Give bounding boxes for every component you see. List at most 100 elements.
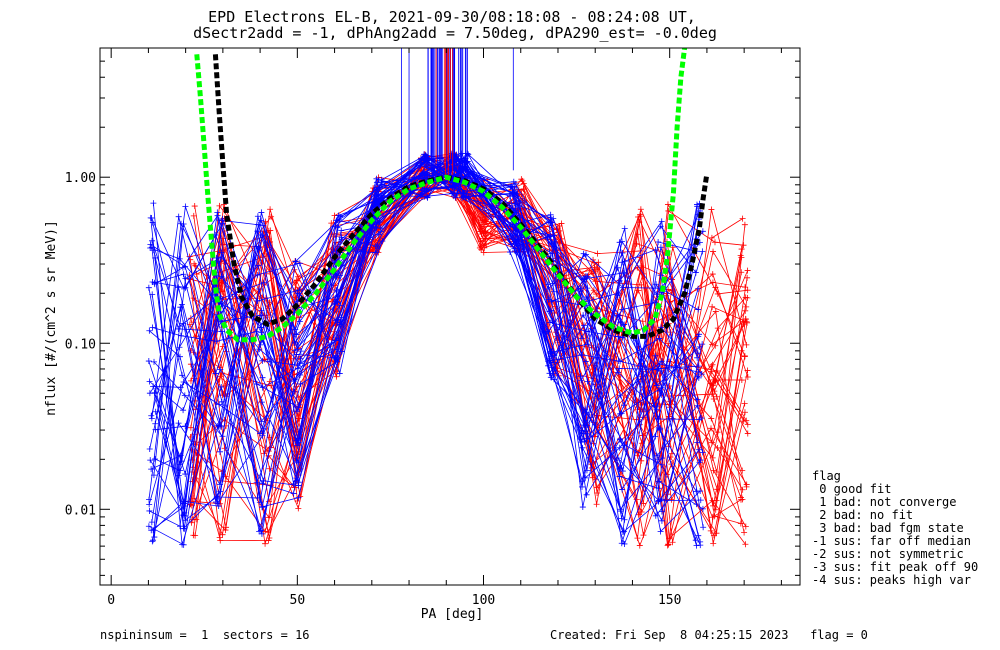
blue-sample-series-point (294, 346, 301, 353)
red-sample-series-point (664, 542, 671, 549)
blue-sample-series-point (549, 280, 556, 287)
y-tick-label: 1.00 (65, 171, 96, 186)
y-axis-label: nflux [#/(cm^2 s sr MeV)] (44, 220, 59, 416)
blue-sample-series-point (697, 497, 704, 504)
blue-sample-series-point (148, 466, 155, 473)
red-sample-series-point (187, 424, 194, 431)
axes: 0 50 100 150 0.01 0.10 1.00 (65, 47, 800, 608)
blue-sample-series-point (621, 540, 628, 547)
red-sample-series-point (186, 253, 193, 260)
red-sample-series-point (710, 248, 717, 255)
red-sample-series-point (743, 341, 750, 348)
blue-sample-series-point (259, 374, 266, 381)
blue-sample-series-point (145, 284, 152, 291)
blue-sample-series-point (652, 512, 659, 519)
red-sample-series-point (292, 294, 299, 301)
blue-sample-series-point (619, 249, 626, 256)
red-sample-series-point (709, 303, 716, 310)
blue-sample-series-point (296, 287, 303, 294)
blue-sample-series-point (296, 360, 303, 367)
blue-sample-series-point (175, 284, 182, 291)
blue-sample-series-point (653, 281, 660, 288)
red-sample-series-point (293, 277, 300, 284)
red-sample-series-point (328, 220, 335, 227)
red-sample-series-point (743, 481, 750, 488)
blue-sample-series-point (619, 486, 626, 493)
blue-sample-series-point (616, 239, 623, 246)
blue-sample-series-point (620, 528, 627, 535)
blue-sample-series-point (256, 286, 263, 293)
blue-sample-series-point (293, 351, 300, 358)
blue-sample-series-point (655, 365, 662, 372)
blue-sample-series-point (338, 321, 345, 328)
blue-sample-series-point (260, 279, 267, 286)
blue-sample-series-point (507, 249, 514, 256)
blue-sample-series-point (547, 211, 554, 218)
blue-sample-series-point (695, 363, 702, 370)
blue-sample-series (155, 172, 701, 517)
red-sample-series-point (711, 239, 718, 246)
red-sample-series-point (708, 415, 715, 422)
red-sample-series-point (216, 202, 223, 209)
red-sample-series-point (639, 318, 646, 325)
blue-sample-series-point (176, 344, 183, 351)
red-sample-series-point (711, 513, 718, 520)
blue-sample-series-point (506, 202, 513, 209)
blue-sample-series-point (334, 319, 341, 326)
blue-sample-series-point (151, 534, 158, 541)
blue-sample-series-point (294, 459, 301, 466)
red-sample-series-point (708, 206, 715, 213)
blue-sample-series-point (182, 471, 189, 478)
blue-sample-series-point (453, 190, 460, 197)
blue-sample-series-point (292, 258, 299, 265)
blue-sample-series-point (256, 346, 263, 353)
red-sample-series-point (295, 415, 302, 422)
blue-sample-series-point (582, 251, 589, 258)
blue-sample-series-point (150, 200, 157, 207)
y-tick-label: 0.01 (65, 503, 96, 518)
blue-sample-series-point (422, 171, 429, 178)
red-sample-series-point (219, 531, 226, 538)
blue-sample-series-point (621, 225, 628, 232)
blue-sample-series-point (214, 500, 221, 507)
red-sample-series-point (558, 220, 565, 227)
blue-sample-series-point (214, 423, 221, 430)
blue-sample-series-point (584, 273, 591, 280)
blue-sample-series-point (617, 410, 624, 417)
red-sample-series-point (636, 542, 643, 549)
red-sample-series-point (714, 325, 721, 332)
blue-sample-series-point (657, 244, 664, 251)
blue-sample-series-point (548, 307, 555, 314)
blue-sample-series-point (152, 420, 159, 427)
blue-sample-series-point (148, 415, 155, 422)
blue-sample-series-point (181, 392, 188, 399)
blue-sample-series-point (655, 478, 662, 485)
blue-sample-series-point (697, 488, 704, 495)
data-layer (145, 48, 751, 549)
blue-sample-series-point (149, 291, 156, 298)
blue-sample-series-point (548, 374, 555, 381)
blue-sample-series-point (579, 504, 586, 511)
red-sample-series-point (520, 180, 527, 187)
blue-sample-series-point (550, 243, 557, 250)
blue-sample-series-point (177, 467, 184, 474)
blue-sample-series (153, 168, 699, 536)
blue-sample-series-point (152, 385, 159, 392)
blue-sample-series-point (259, 357, 266, 364)
blue-sample-series-point (335, 216, 342, 223)
red-sample-series (193, 188, 742, 502)
red-sample-series-point (481, 221, 488, 228)
blue-sample-series-point (658, 517, 665, 524)
blue-sample-series-point (580, 276, 587, 283)
blue-sample-series-point (146, 327, 153, 334)
blue-sample-series-point (695, 285, 702, 292)
blue-sample-series-point (696, 331, 703, 338)
blue-sample-series-point (176, 255, 183, 262)
blue-sample-series-point (546, 319, 553, 326)
blue-sample-series-point (584, 378, 591, 385)
blue-sample-series-point (614, 292, 621, 299)
blue-sample-series-point (293, 408, 300, 415)
red-sample-series-point (190, 532, 197, 539)
red-sample-series-point (738, 377, 745, 384)
red-sample-series-point (588, 371, 595, 378)
